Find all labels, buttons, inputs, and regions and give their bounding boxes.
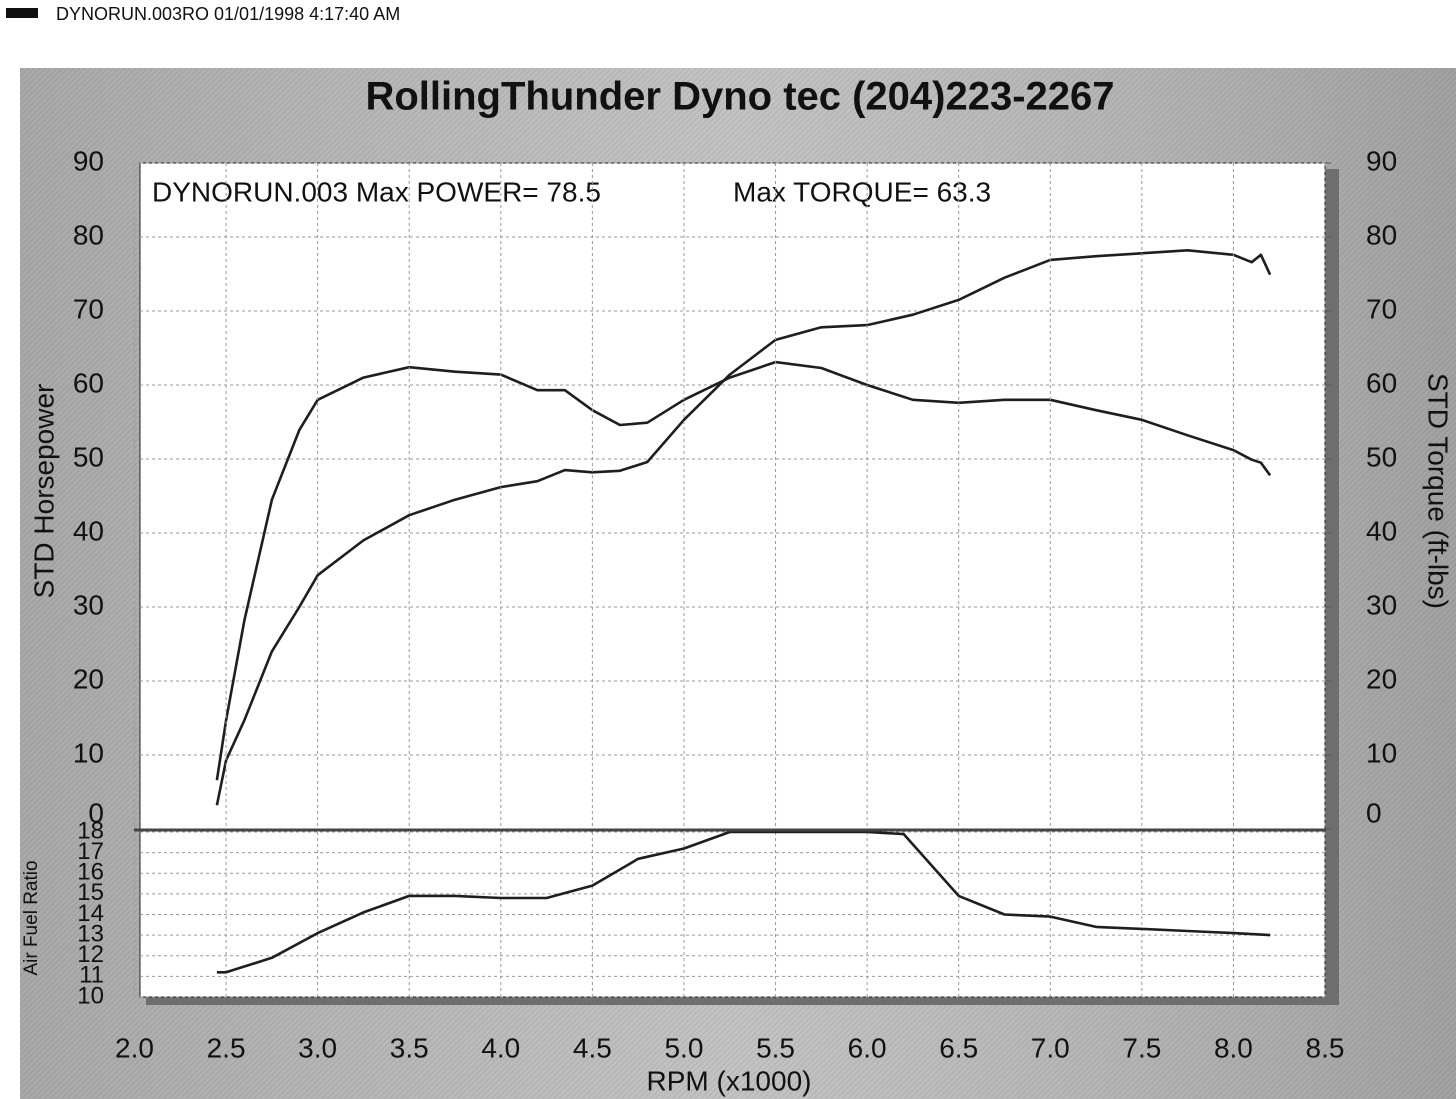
x-tick-label: 8.0 (1214, 1032, 1253, 1063)
y-tick-label: 16 (77, 859, 104, 886)
plot-area (139, 162, 1326, 998)
header-icon (6, 8, 38, 18)
x-tick-label: 7.0 (1031, 1032, 1070, 1063)
x-tick-label: 5.5 (756, 1032, 795, 1063)
y-tick-label: 40 (73, 515, 104, 546)
y2-tick-label: 90 (1366, 145, 1397, 176)
x-tick-label: 5.0 (664, 1032, 703, 1063)
x-tick-label: 7.5 (1122, 1032, 1161, 1063)
y-tick-label: 15 (77, 879, 104, 906)
y-tick-label: 90 (73, 145, 104, 176)
annotation: Max TORQUE= 63.3 (733, 176, 991, 207)
y-tick-label: 17 (77, 838, 104, 865)
y2-tick-label: 30 (1366, 589, 1397, 620)
x-tick-label: 4.5 (573, 1032, 612, 1063)
x-tick-label: 2.5 (207, 1032, 246, 1063)
y-tick-label: 18 (77, 817, 104, 844)
y-tick-label: 0 (88, 797, 104, 828)
y-tick-label: 11 (79, 962, 104, 989)
y2-tick-label: 80 (1366, 219, 1397, 250)
y-axis-label: STD Horsepower (28, 384, 59, 599)
y2-axis-label: STD Torque (ft-lbs) (1423, 373, 1454, 609)
y-tick-label: 13 (77, 920, 104, 947)
plot-layer: 0 10 20 30 40 50 60 70 80 90 0 10 20 30 40 50 60 70 80 90 10… (73, 145, 1397, 1063)
x-tick-label: 3.5 (390, 1032, 429, 1063)
y2-tick-label: 60 (1366, 367, 1397, 398)
x-tick-label: 8.5 (1306, 1032, 1345, 1063)
y-tick-label: 70 (73, 293, 104, 324)
x-tick-label: 6.0 (848, 1032, 887, 1063)
y-tick-label: 12 (77, 941, 104, 968)
y-tick-label: 20 (73, 663, 104, 694)
x-axis-label: RPM (x1000) (647, 1065, 812, 1096)
y-tick-label: 50 (73, 441, 104, 472)
y-tick-label: 80 (73, 219, 104, 250)
annotation: DYNORUN.003 Max POWER= 78.5 (152, 176, 601, 207)
y2-tick-label: 0 (1366, 797, 1382, 828)
y2-tick-label: 10 (1366, 737, 1397, 768)
x-tick-label: 2.0 (115, 1032, 154, 1063)
y2-tick-label: 50 (1366, 441, 1397, 472)
x-tick-label: 6.5 (939, 1032, 978, 1063)
y-tick-label: 14 (77, 900, 104, 927)
afr-axis-label: Air Fuel Ratio (21, 860, 42, 975)
y2-tick-label: 20 (1366, 663, 1397, 694)
y-tick-label: 60 (73, 367, 104, 398)
y-tick-label: 30 (73, 589, 104, 620)
chart-title: RollingThunder Dyno tec (204)223-2267 (365, 75, 1114, 119)
y2-tick-label: 40 (1366, 515, 1397, 546)
x-tick-label: 4.0 (481, 1032, 520, 1063)
y-tick-label: 10 (77, 982, 104, 1009)
y2-tick-label: 70 (1366, 293, 1397, 324)
x-tick-label: 3.0 (298, 1032, 337, 1063)
y-tick-label: 10 (73, 737, 104, 768)
header-text: DYNORUN.003RO 01/01/1998 4:17:40 AM (56, 4, 400, 24)
data-line (216, 830, 1271, 974)
